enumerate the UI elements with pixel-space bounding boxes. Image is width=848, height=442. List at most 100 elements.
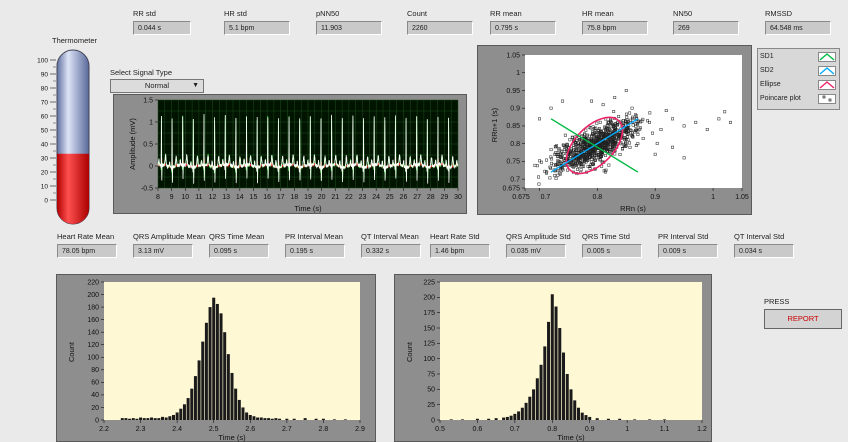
h2-bar — [550, 294, 554, 420]
h2-bar — [663, 419, 667, 420]
h1-bar — [161, 416, 165, 420]
poincare-ylabel: RRn+1 (s) — [490, 107, 499, 142]
poincare-point — [628, 118, 632, 122]
ecg-xtick-label: 29 — [440, 194, 448, 201]
poincare-point — [550, 157, 554, 161]
h2-xtick-label: 0.9 — [585, 426, 595, 433]
h1-ytick-label: 40 — [91, 392, 99, 399]
poincare-point — [585, 153, 589, 157]
h2-xtick-label: 0.6 — [473, 426, 483, 433]
poincare-sd1-axis — [550, 118, 639, 173]
rmssd-label: RMSSD — [765, 9, 793, 18]
legend-ellipse-label: Ellipse — [760, 81, 781, 88]
histogram-2: 225 200 175 150 125 100 75 50 25 0 0.5 0.6 0.7 0.8 0.… — [405, 279, 707, 442]
report-button[interactable]: REPORT — [764, 309, 842, 329]
h1-ytick-label: 180 — [87, 304, 99, 311]
poincare-point — [598, 120, 602, 124]
poincare-point — [603, 131, 607, 135]
poincare-point — [584, 128, 588, 132]
poincare-point — [584, 157, 588, 161]
ecg-xtick-label: 18 — [290, 194, 298, 201]
poincare-point — [600, 155, 603, 158]
ecg-xtick-label: 11 — [195, 194, 202, 201]
h1-bar — [314, 418, 318, 420]
legend-sd1[interactable]: SD1 — [760, 51, 838, 63]
h1-bar — [285, 418, 289, 420]
poincare-point — [560, 156, 563, 160]
poincare-point — [604, 134, 608, 138]
h2-xtick-label: 0.5 — [435, 426, 445, 433]
qrs-amplitude-std-label: QRS Amplitude Std — [506, 232, 571, 241]
h1-ytick-label: 20 — [91, 405, 99, 412]
h1-xtick-label: 2.7 — [282, 426, 292, 433]
qt-interval-mean-value: 0.332 s — [361, 244, 421, 258]
h1-bar — [164, 417, 168, 420]
h1-bar — [153, 418, 157, 420]
poincare-point — [556, 153, 560, 156]
h1-xtick-label: 2.3 — [136, 426, 146, 433]
poincare-ytick-label: 0.75 — [506, 159, 520, 166]
poincare-point — [586, 164, 590, 168]
poincare-point — [601, 135, 605, 139]
h2-bar — [648, 419, 652, 420]
poincare-point — [613, 96, 617, 100]
h2-bar — [509, 415, 513, 420]
h1-bar — [252, 416, 256, 420]
qrs-time-mean-label: QRS Time Mean — [209, 232, 265, 241]
poincare-ellipse — [565, 116, 624, 175]
h2-bar — [487, 418, 491, 420]
poincare-xtick-label: 0.675 — [512, 194, 530, 201]
poincare-point — [554, 151, 558, 154]
poincare-point — [671, 145, 675, 149]
h2-xtick-label: 1.1 — [660, 426, 670, 433]
poincare-point — [634, 144, 638, 147]
histogram-1-ylabel: Count — [67, 341, 76, 362]
poincare-point — [606, 121, 610, 125]
h2-bar — [528, 396, 532, 420]
ecg-xtick-label: 30 — [454, 194, 462, 201]
poincare-point — [593, 157, 597, 161]
rmssd-value: 64.548 ms — [765, 21, 831, 35]
poincare-point — [623, 136, 627, 140]
poincare-xtick-label: 0.8 — [592, 194, 602, 201]
poincare-point — [647, 120, 651, 124]
thermometer-level — [57, 153, 89, 224]
poincare-point — [553, 174, 557, 177]
poincare-point — [603, 145, 607, 149]
h2-bar — [569, 389, 573, 420]
signal-type-select[interactable]: Normal ▼ — [110, 79, 204, 93]
h1-bar — [245, 412, 249, 420]
thermometer-tick-label: 70 — [41, 99, 49, 106]
h2-ytick-label: 100 — [423, 356, 435, 363]
poincare-point — [604, 153, 608, 157]
legend-ellipse[interactable]: Ellipse — [760, 79, 838, 91]
qrs-time-std-label: QRS Time Std — [582, 232, 630, 241]
poincare-point — [653, 152, 657, 156]
poincare-point — [628, 111, 632, 115]
ecg-ytick-label: -0.5 — [141, 185, 153, 192]
pnn50-value: 11.903 — [316, 21, 382, 35]
legend-sd2[interactable]: SD2 — [760, 65, 838, 77]
h1-bar — [142, 418, 146, 420]
poincare-point — [608, 138, 612, 142]
h1-bar — [201, 341, 205, 420]
poincare-point — [655, 141, 659, 145]
ecg-xtick-label: 14 — [236, 194, 244, 201]
ecg-ytick-label: 0.5 — [143, 141, 153, 148]
poincare-xlabel: RRn (s) — [620, 204, 646, 213]
poincare-point — [550, 161, 553, 165]
poincare-xtick-label: 0.7 — [541, 194, 551, 201]
h2-bar — [543, 346, 547, 420]
poincare-point — [608, 117, 612, 121]
poincare-point — [565, 142, 569, 146]
poincare-point — [613, 142, 617, 146]
poincare-point — [579, 144, 583, 148]
poincare-point — [621, 147, 624, 150]
h2-bar — [573, 400, 577, 420]
legend-poincare-plot[interactable]: Poincare plot — [760, 93, 838, 105]
h2-ytick-label: 200 — [423, 295, 435, 302]
poincare-point — [579, 168, 583, 172]
h2-bar — [562, 352, 566, 420]
poincare-point — [614, 126, 617, 130]
poincare-point — [626, 125, 630, 129]
